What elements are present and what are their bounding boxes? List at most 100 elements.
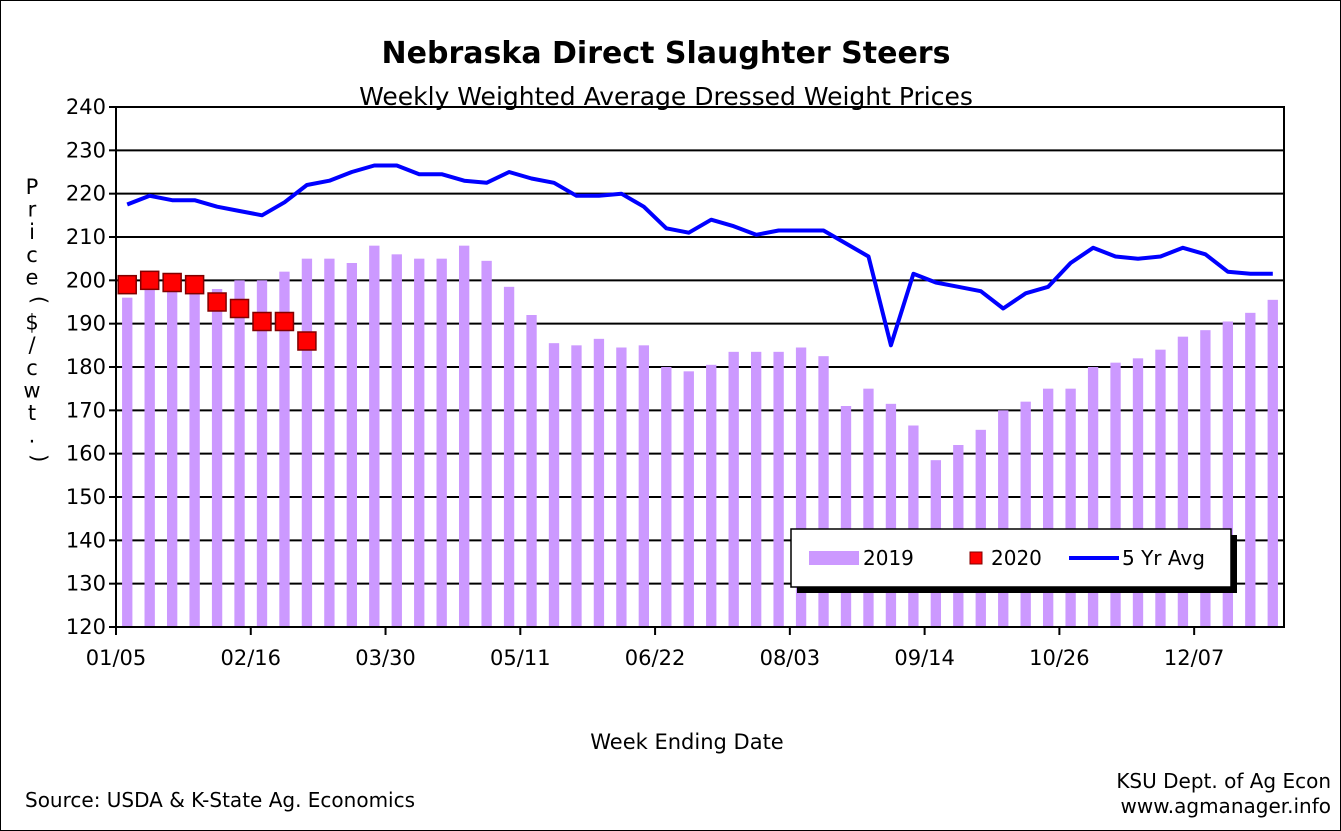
bar-2019 bbox=[436, 258, 447, 627]
series-line-5yr-avg bbox=[126, 163, 1273, 348]
bar-2019 bbox=[706, 364, 717, 627]
x-tick-label: 05/11 bbox=[490, 646, 551, 670]
bar-2019 bbox=[1245, 312, 1256, 627]
bar-2019 bbox=[234, 280, 245, 627]
legend-swatch-2020 bbox=[969, 551, 983, 565]
marker-2020 bbox=[117, 274, 137, 295]
y-axis-label-char: ( bbox=[27, 296, 51, 304]
bar-2019 bbox=[998, 410, 1009, 627]
y-tick-label: 150 bbox=[66, 485, 106, 509]
y-tick-label: 170 bbox=[66, 398, 106, 422]
x-tick-label: 10/26 bbox=[1029, 646, 1090, 670]
legend-label-2020: 2020 bbox=[991, 546, 1042, 570]
bar-2019 bbox=[1087, 367, 1099, 627]
marker-2020 bbox=[139, 270, 160, 291]
bar-2019 bbox=[773, 351, 784, 627]
bar-2019 bbox=[1110, 362, 1121, 627]
credit-line-1: KSU Dept. of Ag Econ bbox=[1116, 769, 1331, 793]
y-axis-label-char: w bbox=[23, 378, 40, 402]
source-note: Source: USDA & K-State Ag. Economics bbox=[25, 788, 415, 812]
x-tick-label: 03/30 bbox=[355, 646, 416, 670]
credit-line-2: www.agmanager.info bbox=[1121, 794, 1331, 818]
bar-2019 bbox=[369, 245, 380, 627]
bar-2019 bbox=[144, 284, 155, 627]
y-tick-label: 120 bbox=[66, 615, 106, 639]
y-tick-label: 180 bbox=[66, 355, 106, 379]
bar-2019 bbox=[638, 345, 650, 627]
y-axis-label-char: $ bbox=[25, 311, 38, 335]
y-tick-label: 190 bbox=[66, 312, 106, 336]
bar-2019 bbox=[166, 280, 178, 627]
legend: 2019 2020 5 Yr Avg bbox=[790, 528, 1237, 593]
bar-2019 bbox=[324, 258, 335, 627]
marker-2020 bbox=[252, 311, 272, 332]
bar-2019 bbox=[571, 345, 582, 627]
bar-2019 bbox=[863, 388, 874, 627]
y-tick-label: 240 bbox=[66, 95, 106, 119]
y-axis-ticks: 120 130 140 150 160 170 180 190 200 210 220 230 240 bbox=[66, 95, 116, 639]
x-axis-label: Week Ending Date bbox=[590, 730, 783, 754]
bar-2019 bbox=[346, 263, 358, 627]
y-tick-label: 140 bbox=[66, 528, 106, 552]
bar-2019 bbox=[1042, 388, 1054, 627]
bar-2019 bbox=[1020, 401, 1031, 627]
bar-2019 bbox=[211, 289, 223, 627]
bar-2019 bbox=[616, 347, 627, 627]
chart-subtitle: Weekly Weighted Average Dressed Weight P… bbox=[359, 82, 973, 111]
legend-label-2019: 2019 bbox=[863, 546, 914, 570]
y-axis-label-char: c bbox=[26, 243, 38, 267]
marker-2020 bbox=[297, 331, 317, 351]
marker-2020 bbox=[274, 311, 295, 332]
bar-2019 bbox=[458, 245, 470, 627]
y-tick-label: 230 bbox=[66, 138, 106, 162]
y-tick-label: 200 bbox=[66, 268, 106, 292]
marker-2020 bbox=[207, 292, 227, 312]
bar-2019 bbox=[122, 297, 133, 627]
x-tick-label: 02/16 bbox=[221, 646, 282, 670]
markers-2020 bbox=[117, 270, 317, 351]
bar-2019 bbox=[391, 254, 402, 628]
bar-2019 bbox=[189, 284, 200, 627]
y-axis-label-char: / bbox=[28, 333, 36, 357]
x-tick-label: 08/03 bbox=[760, 646, 821, 670]
y-tick-label: 130 bbox=[66, 572, 106, 596]
bar-2019 bbox=[593, 338, 605, 627]
y-axis-label-char: c bbox=[26, 356, 38, 380]
chart-title: Nebraska Direct Slaughter Steers bbox=[382, 36, 951, 71]
y-axis-label-char: i bbox=[29, 220, 35, 244]
y-axis-label-char: t bbox=[28, 401, 36, 425]
bar-2019 bbox=[885, 403, 897, 627]
bar-2019 bbox=[818, 356, 829, 627]
bar-2019 bbox=[795, 347, 807, 627]
marker-2020 bbox=[229, 298, 250, 319]
legend-swatch-2019 bbox=[809, 551, 859, 565]
y-axis-label-char: e bbox=[26, 265, 39, 289]
y-tick-label: 210 bbox=[66, 225, 106, 249]
bar-2019 bbox=[1267, 299, 1278, 627]
y-tick-label: 220 bbox=[66, 182, 106, 206]
x-tick-label: 06/22 bbox=[625, 646, 686, 670]
bar-2019 bbox=[840, 406, 852, 627]
line-5yr-avg bbox=[126, 163, 1273, 348]
bar-2019 bbox=[414, 258, 425, 627]
x-tick-label: 12/07 bbox=[1164, 646, 1225, 670]
bar-2019 bbox=[256, 280, 268, 627]
bar-2019 bbox=[908, 425, 919, 627]
y-axis-label-char: ) bbox=[27, 454, 51, 462]
x-axis-ticks: 01/05 02/16 03/30 05/11 06/22 08/03 09/14 10/26… bbox=[86, 627, 1225, 670]
legend-label-5yr-avg: 5 Yr Avg bbox=[1122, 546, 1205, 570]
bar-2019 bbox=[1065, 388, 1076, 627]
bar-2019 bbox=[728, 351, 739, 627]
bar-2019 bbox=[279, 271, 290, 627]
y-axis-label-char: P bbox=[26, 175, 39, 199]
bar-2019 bbox=[1200, 330, 1211, 627]
bar-2019 bbox=[661, 367, 672, 627]
bar-2019 bbox=[481, 260, 492, 627]
legend-box bbox=[790, 528, 1232, 588]
y-axis-label-char: . bbox=[29, 424, 36, 448]
bar-2019 bbox=[1177, 336, 1189, 627]
y-axis-label-char: r bbox=[28, 198, 37, 222]
bar-2019 bbox=[526, 315, 537, 627]
